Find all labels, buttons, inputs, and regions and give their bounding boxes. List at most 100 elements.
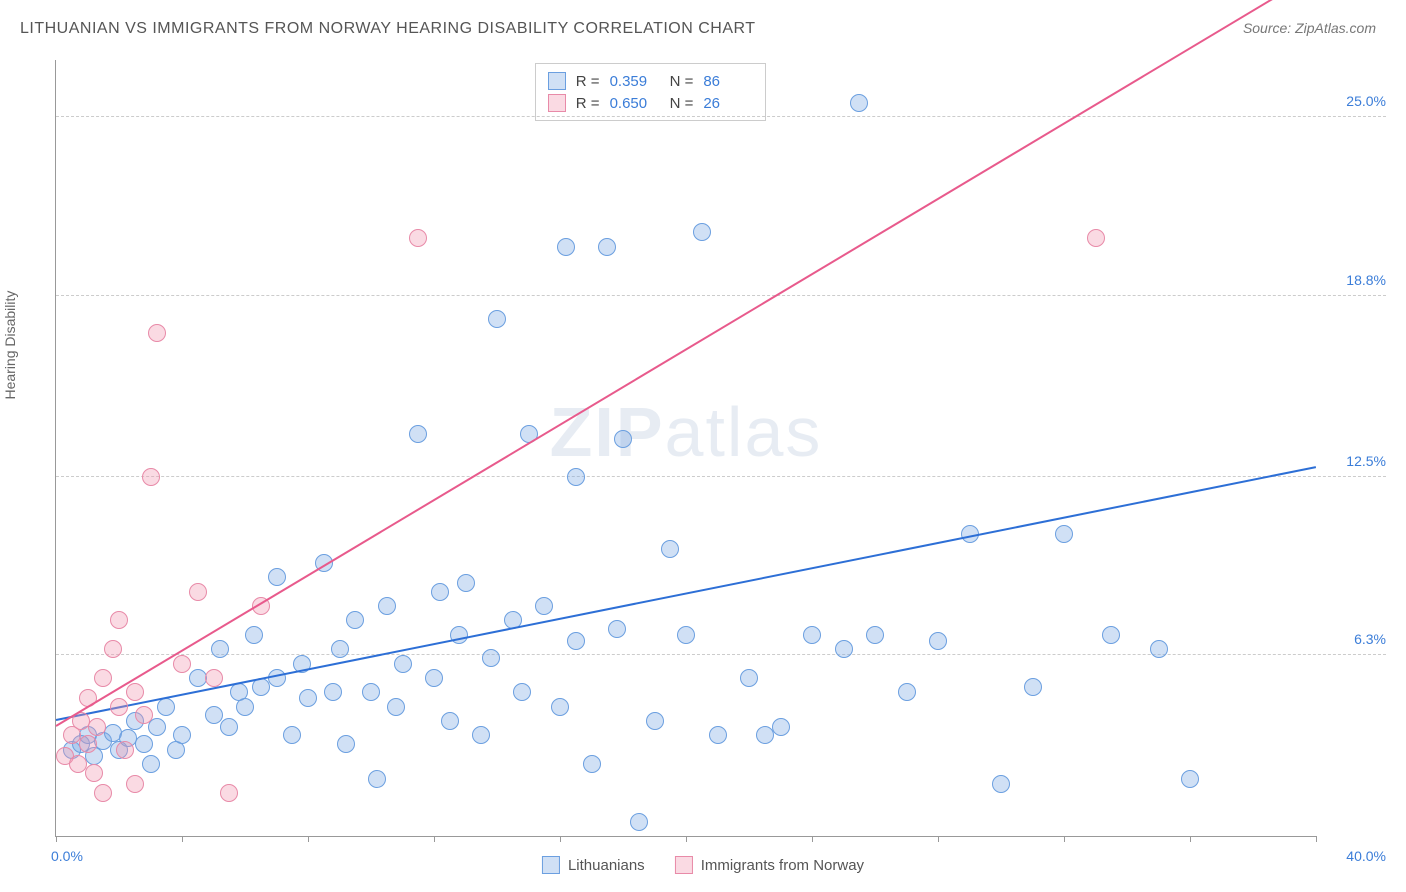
data-point [189, 583, 207, 601]
data-point [85, 764, 103, 782]
data-point [110, 698, 128, 716]
r-label: R = [576, 73, 600, 90]
x-tick [938, 836, 939, 842]
n-label: N = [670, 95, 694, 112]
data-point [110, 611, 128, 629]
data-point [772, 718, 790, 736]
legend-swatch [548, 94, 566, 112]
data-point [488, 310, 506, 328]
data-point [116, 741, 134, 759]
data-point [866, 626, 884, 644]
y-tick-label: 25.0% [1326, 93, 1386, 109]
data-point [337, 735, 355, 753]
data-point [387, 698, 405, 716]
data-point [1181, 770, 1199, 788]
data-point [88, 718, 106, 736]
x-tick [1190, 836, 1191, 842]
data-point [378, 597, 396, 615]
r-value: 0.650 [610, 95, 660, 112]
x-tick [308, 836, 309, 842]
x-tick [560, 836, 561, 842]
trend-line [56, 466, 1316, 721]
data-point [346, 611, 364, 629]
data-point [472, 726, 490, 744]
data-point [126, 775, 144, 793]
data-point [394, 655, 412, 673]
data-point [614, 430, 632, 448]
data-point [709, 726, 727, 744]
x-tick [812, 836, 813, 842]
legend-item: Lithuanians [542, 856, 645, 874]
data-point [220, 784, 238, 802]
legend-swatch [548, 72, 566, 90]
data-point [94, 784, 112, 802]
y-tick-label: 6.3% [1326, 631, 1386, 647]
x-tick [434, 836, 435, 842]
data-point [142, 468, 160, 486]
watermark-rest: atlas [665, 393, 823, 471]
x-end-label: 40.0% [1346, 848, 1386, 864]
data-point [535, 597, 553, 615]
legend-item: Immigrants from Norway [675, 856, 864, 874]
data-point [79, 735, 97, 753]
data-point [992, 775, 1010, 793]
n-value: 26 [703, 95, 753, 112]
data-point [104, 640, 122, 658]
bottom-legend: Lithuanians Immigrants from Norway [542, 856, 864, 874]
data-point [693, 223, 711, 241]
data-point [283, 726, 301, 744]
data-point [646, 712, 664, 730]
legend-label: Immigrants from Norway [701, 857, 864, 874]
data-point [1150, 640, 1168, 658]
data-point [236, 698, 254, 716]
data-point [126, 683, 144, 701]
data-point [331, 640, 349, 658]
x-origin-label: 0.0% [51, 848, 83, 864]
data-point [431, 583, 449, 601]
data-point [409, 425, 427, 443]
data-point [583, 755, 601, 773]
gridline [56, 654, 1386, 655]
data-point [173, 726, 191, 744]
data-point [211, 640, 229, 658]
data-point [362, 683, 380, 701]
x-tick [1316, 836, 1317, 842]
data-point [1102, 626, 1120, 644]
data-point [368, 770, 386, 788]
legend-swatch [675, 856, 693, 874]
data-point [1055, 525, 1073, 543]
watermark-bold: ZIP [550, 393, 665, 471]
gridline [56, 295, 1386, 296]
x-tick [56, 836, 57, 842]
n-label: N = [670, 73, 694, 90]
data-point [220, 718, 238, 736]
data-point [425, 669, 443, 687]
data-point [1087, 229, 1105, 247]
data-point [142, 755, 160, 773]
data-point [557, 238, 575, 256]
legend-swatch [542, 856, 560, 874]
y-axis-label: Hearing Disability [2, 291, 18, 400]
r-label: R = [576, 95, 600, 112]
data-point [173, 655, 191, 673]
data-point [567, 468, 585, 486]
data-point [457, 574, 475, 592]
data-point [148, 324, 166, 342]
data-point [441, 712, 459, 730]
legend-label: Lithuanians [568, 857, 645, 874]
data-point [740, 669, 758, 687]
gridline [56, 476, 1386, 477]
data-point [850, 94, 868, 112]
data-point [608, 620, 626, 638]
data-point [661, 540, 679, 558]
data-point [409, 229, 427, 247]
data-point [1024, 678, 1042, 696]
data-point [268, 568, 286, 586]
chart-title: LITHUANIAN VS IMMIGRANTS FROM NORWAY HEA… [20, 20, 756, 38]
data-point [135, 706, 153, 724]
data-point [567, 632, 585, 650]
data-point [929, 632, 947, 650]
data-point [299, 689, 317, 707]
data-point [835, 640, 853, 658]
data-point [482, 649, 500, 667]
